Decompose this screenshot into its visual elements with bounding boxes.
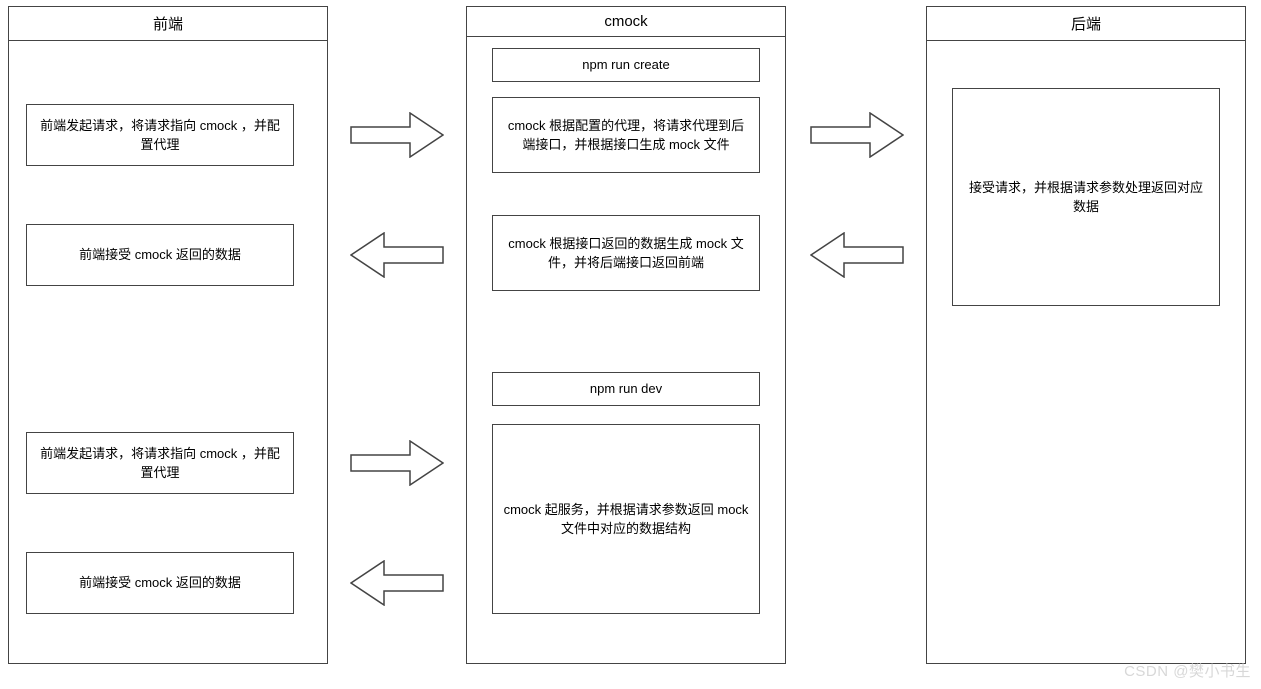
box-fe-receive-2: 前端接受 cmock 返回的数据 <box>26 552 294 614</box>
box-fe-receive-1: 前端接受 cmock 返回的数据 <box>26 224 294 286</box>
column-cmock-title: cmock <box>467 7 785 37</box>
box-cmock-proxy: cmock 根据配置的代理，将请求代理到后端接口，并根据接口生成 mock 文件 <box>492 97 760 173</box>
box-fe-request-1: 前端发起请求，将请求指向 cmock ，并配置代理 <box>26 104 294 166</box>
box-npm-run-create: npm run create <box>492 48 760 82</box>
box-backend-handle: 接受请求，并根据请求参数处理返回对应数据 <box>952 88 1220 306</box>
arrow-be-to-cmock <box>810 232 904 278</box>
box-fe-request-2: 前端发起请求，将请求指向 cmock ，并配置代理 <box>26 432 294 494</box>
arrow-cmock-to-be <box>810 112 904 158</box>
arrow-fe-to-cmock-2 <box>350 440 444 486</box>
column-frontend-title: 前端 <box>9 7 327 41</box>
arrow-cmock-to-fe-2 <box>350 560 444 606</box>
box-cmock-serve: cmock 起服务，并根据请求参数返回 mock 文件中对应的数据结构 <box>492 424 760 614</box>
arrow-cmock-to-fe-1 <box>350 232 444 278</box>
watermark-text: CSDN @樊小书生 <box>1124 660 1251 681</box>
arrow-fe-to-cmock-1 <box>350 112 444 158</box>
box-npm-run-dev: npm run dev <box>492 372 760 406</box>
column-backend-title: 后端 <box>927 7 1245 41</box>
box-cmock-generate: cmock 根据接口返回的数据生成 mock 文件，并将后端接口返回前端 <box>492 215 760 291</box>
